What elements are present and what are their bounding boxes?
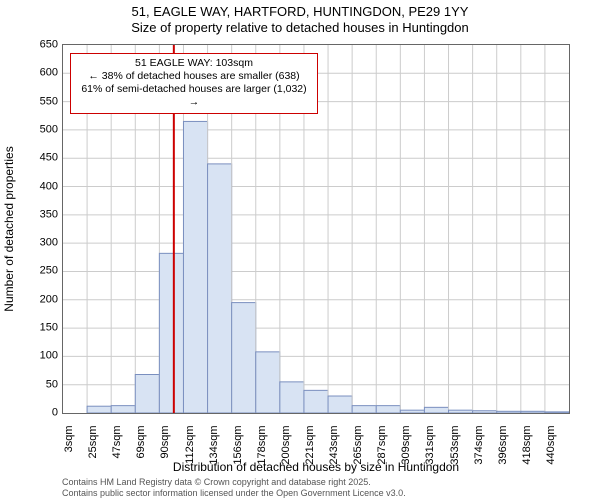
y-tick-label: 0: [18, 408, 58, 419]
y-tick-label: 50: [18, 379, 58, 390]
x-tick-label: 90sqm: [160, 426, 171, 476]
x-tick-label: 200sqm: [281, 426, 292, 476]
x-tick-label: 243sqm: [329, 426, 340, 476]
x-tick-label: 69sqm: [136, 426, 147, 476]
y-tick-label: 650: [18, 40, 58, 51]
y-tick-label: 350: [18, 209, 58, 220]
y-tick-label: 250: [18, 266, 58, 277]
x-tick-label: 440sqm: [546, 426, 557, 476]
title-block: 51, EAGLE WAY, HARTFORD, HUNTINGDON, PE2…: [0, 4, 600, 37]
footnote: Contains HM Land Registry data © Crown c…: [62, 477, 406, 498]
x-tick-label: 178sqm: [257, 426, 268, 476]
y-tick-label: 450: [18, 153, 58, 164]
x-tick-label: 331sqm: [425, 426, 436, 476]
title-line-1: 51, EAGLE WAY, HARTFORD, HUNTINGDON, PE2…: [0, 4, 600, 20]
x-tick-label: 418sqm: [522, 426, 533, 476]
chart-root: 51, EAGLE WAY, HARTFORD, HUNTINGDON, PE2…: [0, 0, 600, 500]
y-tick-label: 400: [18, 181, 58, 192]
highlight-annotation: 51 EAGLE WAY: 103sqm ← 38% of detached h…: [70, 53, 318, 114]
x-tick-label: 396sqm: [498, 426, 509, 476]
y-tick-label: 300: [18, 238, 58, 249]
annot-line-2: ← 38% of detached houses are smaller (63…: [77, 70, 311, 83]
x-tick-label: 265sqm: [353, 426, 364, 476]
x-tick-label: 156sqm: [233, 426, 244, 476]
annot-line-3: 61% of semi-detached houses are larger (…: [77, 83, 311, 109]
x-tick-label: 353sqm: [450, 426, 461, 476]
x-tick-label: 112sqm: [185, 426, 196, 476]
y-tick-label: 550: [18, 96, 58, 107]
footnote-line-2: Contains public sector information licen…: [62, 488, 406, 498]
y-axis-label: Number of detached properties: [2, 44, 18, 414]
x-tick-label: 309sqm: [401, 426, 412, 476]
x-tick-label: 221sqm: [305, 426, 316, 476]
y-tick-label: 200: [18, 294, 58, 305]
footnote-line-1: Contains HM Land Registry data © Crown c…: [62, 477, 406, 487]
x-tick-label: 3sqm: [64, 426, 75, 476]
x-tick-label: 134sqm: [209, 426, 220, 476]
x-tick-label: 47sqm: [112, 426, 123, 476]
x-tick-label: 25sqm: [88, 426, 99, 476]
y-tick-label: 150: [18, 323, 58, 334]
annot-line-1: 51 EAGLE WAY: 103sqm: [77, 57, 311, 70]
title-line-2: Size of property relative to detached ho…: [0, 20, 600, 36]
y-tick-label: 600: [18, 68, 58, 79]
y-tick-label: 100: [18, 351, 58, 362]
y-tick-label: 500: [18, 124, 58, 135]
x-tick-label: 374sqm: [474, 426, 485, 476]
x-tick-label: 287sqm: [377, 426, 388, 476]
